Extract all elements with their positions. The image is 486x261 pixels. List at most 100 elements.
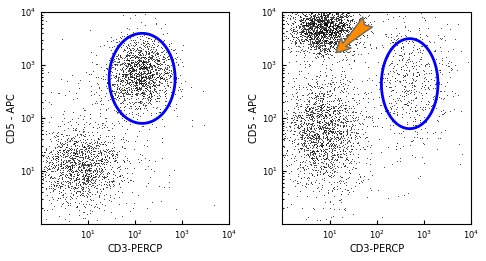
Point — [115, 86, 123, 90]
Point — [313, 27, 321, 31]
Point — [327, 49, 334, 54]
Point — [64, 151, 71, 156]
Point — [71, 156, 79, 160]
Point — [115, 195, 123, 199]
Point — [79, 185, 87, 189]
Point — [317, 187, 325, 191]
Point — [71, 186, 79, 190]
Point — [308, 85, 316, 90]
Point — [87, 162, 94, 166]
Point — [315, 16, 323, 20]
Point — [322, 23, 330, 27]
Point — [304, 20, 312, 24]
Point — [60, 158, 68, 162]
Point — [295, 141, 302, 145]
Point — [283, 117, 291, 121]
Point — [352, 166, 360, 170]
Point — [301, 32, 309, 36]
Point — [334, 16, 342, 20]
Point — [338, 89, 346, 93]
Point — [68, 155, 76, 159]
Point — [438, 36, 446, 40]
Point — [313, 36, 321, 40]
Point — [110, 57, 118, 62]
Point — [318, 107, 326, 111]
Point — [160, 84, 168, 88]
Point — [91, 222, 99, 226]
Point — [126, 48, 134, 52]
Point — [329, 162, 336, 166]
Point — [125, 80, 133, 85]
Point — [332, 115, 340, 119]
Point — [59, 112, 67, 116]
Point — [80, 145, 87, 149]
Point — [348, 147, 356, 151]
Point — [436, 36, 444, 40]
Point — [349, 144, 357, 148]
Point — [296, 45, 304, 49]
Point — [139, 70, 147, 75]
Point — [103, 80, 111, 84]
Point — [157, 62, 165, 66]
Point — [336, 10, 344, 14]
Point — [42, 129, 50, 133]
Point — [410, 115, 417, 119]
Point — [336, 13, 344, 17]
Point — [123, 90, 131, 94]
Point — [329, 15, 337, 20]
Point — [146, 84, 154, 88]
Point — [329, 186, 336, 190]
Point — [304, 33, 312, 38]
Point — [296, 169, 304, 173]
Point — [326, 138, 334, 142]
Point — [302, 143, 310, 147]
Point — [306, 83, 314, 87]
Point — [393, 141, 401, 145]
Point — [325, 26, 333, 30]
Point — [330, 125, 338, 129]
Point — [334, 117, 342, 121]
Point — [333, 132, 341, 136]
Point — [76, 193, 84, 197]
Point — [431, 81, 439, 86]
Point — [117, 137, 124, 141]
Point — [70, 141, 78, 145]
Point — [92, 90, 100, 94]
Point — [129, 58, 137, 62]
Point — [105, 171, 113, 175]
Point — [111, 136, 119, 140]
Point — [308, 121, 315, 125]
Point — [56, 153, 64, 157]
Point — [411, 79, 419, 83]
Point — [388, 119, 396, 123]
Point — [317, 156, 325, 161]
Point — [160, 43, 168, 47]
Point — [334, 13, 342, 17]
Point — [58, 37, 66, 41]
Point — [87, 158, 94, 162]
Point — [339, 134, 347, 138]
Point — [126, 62, 134, 66]
Point — [90, 160, 98, 164]
Point — [324, 132, 331, 136]
Point — [345, 39, 352, 43]
Point — [87, 89, 95, 93]
Point — [153, 61, 161, 66]
Point — [56, 173, 64, 177]
Point — [81, 174, 89, 178]
Point — [121, 88, 129, 93]
Point — [51, 169, 59, 173]
Point — [430, 131, 437, 135]
Point — [148, 39, 156, 43]
Point — [388, 59, 396, 63]
Point — [309, 102, 317, 106]
Point — [316, 10, 324, 14]
Point — [317, 29, 325, 33]
Point — [53, 179, 61, 183]
Point — [150, 79, 157, 84]
Point — [329, 15, 337, 20]
Point — [61, 155, 69, 159]
Point — [444, 22, 451, 26]
Point — [141, 57, 149, 61]
Point — [328, 10, 336, 14]
